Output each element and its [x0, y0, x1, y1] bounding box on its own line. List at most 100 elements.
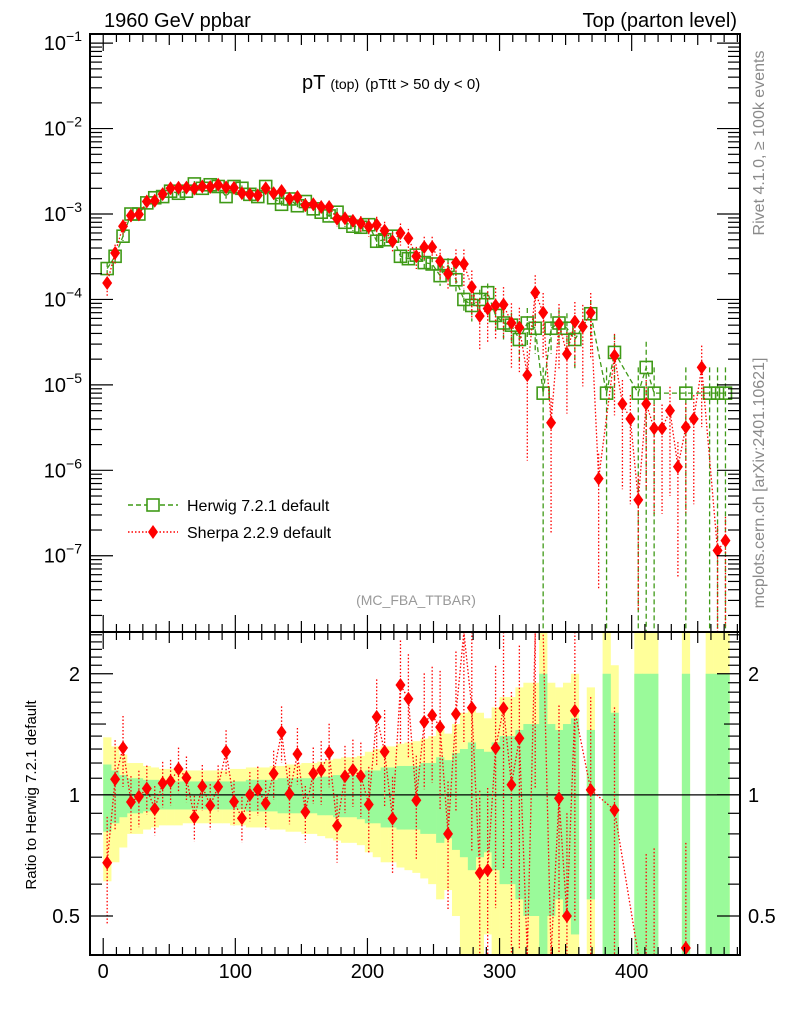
ratio-band-inner [420, 763, 429, 834]
ratio-band-inner [150, 779, 159, 812]
sherpa-marker [395, 225, 406, 240]
sherpa-marker [585, 782, 596, 797]
herwig-connecting-line [106, 183, 726, 395]
sherpa-marker [213, 177, 224, 192]
ratio-band-inner [436, 757, 445, 843]
sherpa-marker [324, 745, 335, 760]
y-tick-label: 10−7 [44, 541, 82, 568]
ratio-band-inner [483, 751, 492, 853]
ratio-band-inner [119, 775, 128, 818]
y-tick-exponent: −5 [66, 370, 82, 386]
ratio-band-inner [301, 778, 310, 814]
sherpa-marker [316, 199, 327, 214]
ratio-band-inner [142, 779, 152, 812]
sherpa-marker [696, 360, 707, 375]
sherpa-marker [347, 213, 358, 228]
ratio-y-tick-label-right: 1 [748, 785, 759, 807]
sherpa-marker [720, 533, 731, 548]
sherpa-marker [118, 219, 129, 234]
sherpa-marker [450, 707, 461, 722]
sherpa-marker [530, 285, 541, 300]
sherpa-marker [110, 772, 121, 787]
herwig-marker [710, 386, 725, 400]
sherpa-marker [443, 826, 454, 841]
ratio-band-inner [277, 778, 286, 814]
ratio-band-inner [523, 724, 532, 917]
sherpa-marker [712, 543, 723, 558]
sherpa-marker [268, 186, 279, 201]
ratio-band-inner [451, 753, 461, 850]
sherpa-marker [332, 211, 343, 226]
sherpa-marker [316, 763, 327, 778]
title-sub: (top) [330, 76, 359, 92]
sherpa-marker [133, 207, 144, 222]
sherpa-marker [403, 231, 414, 246]
sherpa-marker [141, 781, 152, 796]
ratio-band-inner [634, 673, 643, 955]
sherpa-marker [347, 763, 358, 778]
y-tick-base: 10 [44, 460, 66, 482]
herwig-marker [639, 360, 653, 375]
sherpa-marker [538, 305, 549, 320]
rivet-version-label: Rivet 4.1.0, ≥ 100k events [751, 51, 768, 236]
sherpa-marker [197, 179, 208, 194]
herwig-marker [702, 386, 717, 400]
sherpa-marker [371, 709, 382, 724]
sherpa-marker [435, 254, 446, 269]
sherpa-marker [506, 315, 517, 330]
sherpa-marker [221, 180, 232, 195]
sherpa-marker [102, 275, 113, 290]
sherpa-marker [157, 776, 168, 791]
herwig-marker [369, 234, 384, 249]
sherpa-marker [498, 297, 509, 312]
sherpa-marker [339, 211, 350, 226]
analysis-label: (MC_FBA_TTBAR) [356, 592, 476, 608]
main-data [100, 177, 733, 632]
y-tick-exponent: −1 [66, 28, 82, 44]
sherpa-marker [609, 803, 620, 818]
sherpa-marker [561, 909, 572, 924]
x-tick-label: 400 [615, 961, 648, 983]
sherpa-marker [205, 180, 216, 195]
sherpa-marker [157, 187, 168, 202]
sherpa-marker [260, 181, 271, 196]
y-tick-exponent: −4 [66, 284, 82, 300]
sherpa-marker [260, 796, 271, 811]
sherpa-marker [355, 216, 366, 231]
ratio-band-inner [380, 767, 389, 828]
sherpa-marker [236, 186, 247, 201]
sherpa-marker [569, 703, 580, 718]
sherpa-marker [474, 309, 485, 324]
sherpa-marker [173, 180, 184, 195]
y-tick-exponent: −2 [66, 114, 82, 130]
ratio-band-inner [539, 673, 548, 955]
sherpa-marker [332, 818, 343, 833]
axes: 0 100 200 300 40010−110−210−310−410−510−610−… [44, 28, 776, 983]
herwig-marker [599, 386, 614, 400]
sherpa-marker [173, 761, 184, 776]
sherpa-marker [363, 219, 374, 234]
sherpa-marker [609, 348, 620, 363]
sherpa-marker [403, 691, 414, 706]
sherpa-marker [506, 777, 517, 792]
ratio-band-inner [475, 749, 484, 858]
y-tick-base: 10 [44, 289, 66, 311]
sherpa-marker [577, 319, 588, 334]
ratio-data [90, 632, 740, 955]
sherpa-marker [379, 223, 390, 238]
y-tick-exponent: −7 [66, 541, 82, 557]
sherpa-marker [276, 725, 287, 740]
ratio-y-tick-label-left: 0.5 [52, 906, 80, 928]
sherpa-marker [149, 193, 160, 208]
ratio-band-inner [404, 765, 413, 830]
sherpa-marker [427, 708, 438, 723]
sherpa-marker [252, 782, 263, 797]
sherpa-marker [617, 396, 628, 411]
sherpa-marker [625, 411, 636, 426]
sherpa-marker [395, 678, 406, 693]
herwig-marker [679, 386, 693, 400]
y-tick-base: 10 [44, 119, 66, 141]
sherpa-marker [268, 766, 279, 781]
sherpa-marker [181, 770, 192, 785]
ratio-band-inner [309, 778, 318, 814]
